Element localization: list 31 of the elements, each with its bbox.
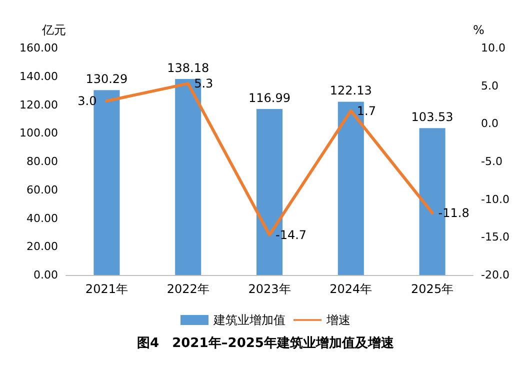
y2-tick-label: -20.0 — [481, 268, 510, 282]
data-label: 116.99 — [248, 91, 290, 106]
y-tick-label: 0.00 — [34, 268, 58, 282]
y-tick-label: 140.00 — [20, 70, 58, 83]
x-tick-label: 2023年 — [248, 282, 291, 296]
y2-tick-label: 5.0 — [481, 79, 498, 92]
y-tick-label: 100.00 — [20, 126, 58, 140]
data-label: 130.29 — [86, 72, 128, 86]
legend-label: 建筑业增加值 — [212, 313, 286, 327]
y-tick-label: 120.00 — [20, 98, 58, 112]
y2-tick-label: -5.0 — [481, 155, 502, 168]
x-tick-label: 2025年 — [411, 282, 454, 296]
y-tick-label: 160.00 — [20, 42, 58, 54]
y-tick-label: 40.00 — [26, 212, 58, 225]
x-tick-label: 2021年 — [85, 282, 128, 296]
text: 图4 2021年–2025年建筑业增加值及增速 — [137, 336, 395, 351]
y2-tick-label: 0.0 — [481, 117, 498, 130]
y2-tick-label: 10.0 — [481, 42, 506, 54]
y2-tick-label: -10.0 — [481, 192, 510, 206]
y-tick-label: 20.00 — [26, 240, 58, 254]
y-tick-label: 80.00 — [26, 155, 58, 168]
y2-tick-label: -15.0 — [481, 230, 510, 244]
data-label: 122.13 — [330, 84, 372, 98]
y2-axis-title: % — [473, 23, 484, 37]
y-tick-label: 60.00 — [26, 183, 58, 196]
data-label: 138.18 — [167, 60, 210, 75]
legend-label: 增速 — [326, 313, 350, 327]
y-axis-title: 亿元 — [41, 23, 66, 37]
x-tick-label: 2024年 — [330, 282, 372, 296]
data-label: 103.53 — [411, 110, 454, 124]
x-tick-label: 2022年 — [166, 282, 210, 296]
